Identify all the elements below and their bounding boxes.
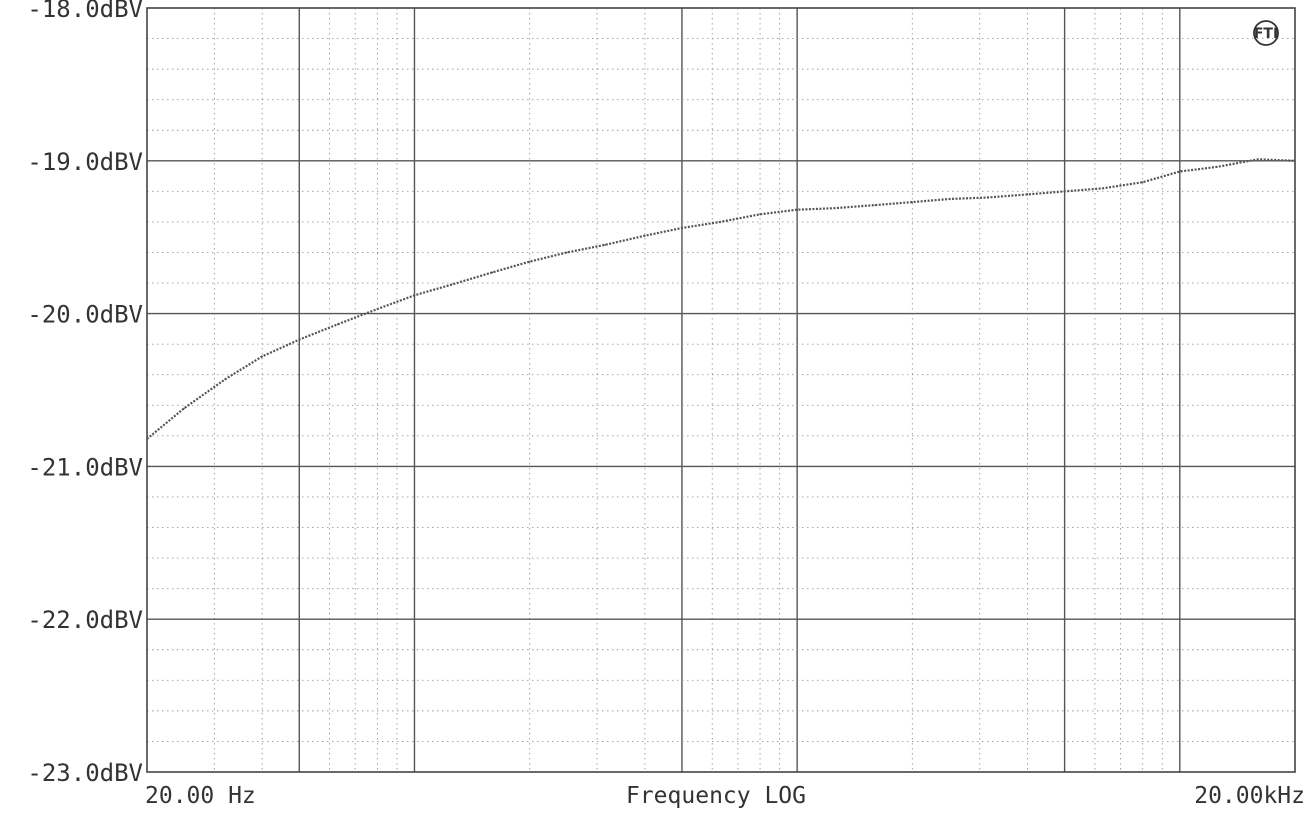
data-point: [146, 438, 148, 440]
plot-area: [147, 8, 1295, 772]
data-point: [528, 260, 531, 263]
data-point: [1026, 193, 1029, 196]
data-point: [796, 208, 798, 211]
data-point: [1141, 181, 1144, 183]
y-tick-label: -18.0dBV: [27, 0, 143, 23]
data-point: [1102, 187, 1104, 190]
data-point: [644, 234, 646, 237]
grid: [147, 8, 1295, 772]
plot-frame: [146, 7, 1296, 773]
data-point: [413, 294, 416, 297]
brand-logo-icon: FTI: [1253, 20, 1279, 46]
data-point: [719, 221, 722, 223]
data-point: [604, 244, 606, 246]
data-point: [565, 251, 568, 254]
x-tick-label-start: 20.00 Hz: [145, 783, 256, 809]
data-point: [1216, 166, 1218, 168]
data-point: [1063, 190, 1066, 193]
data-point: [491, 271, 494, 274]
series-layer: [146, 158, 1296, 440]
data-point: [376, 308, 379, 310]
y-tick-label: -20.0dBV: [27, 301, 143, 329]
data-point: [911, 201, 914, 203]
data-point: [336, 323, 339, 326]
data-point: [1257, 158, 1259, 161]
data-point: [681, 227, 683, 229]
data-point: [833, 207, 836, 209]
x-axis-label: Frequency LOG: [626, 783, 806, 809]
y-tick-label: -23.0dBV: [27, 759, 143, 787]
data-point: [1179, 170, 1181, 173]
data-point: [261, 355, 263, 358]
y-tick-label: -19.0dBV: [27, 148, 143, 176]
x-tick-label-end: 20.00kHz: [1194, 783, 1305, 809]
brand-logo-text: FTI: [1254, 26, 1278, 42]
data-point: [987, 196, 989, 199]
y-tick-labels: -18.0dBV -19.0dBV -20.0dBV -21.0dBV -22.0dBV…: [27, 0, 143, 787]
data-point: [224, 378, 226, 381]
data-point: [948, 198, 951, 200]
data-point: [759, 213, 761, 216]
y-tick-label: -22.0dBV: [27, 606, 143, 634]
data-point: [450, 283, 453, 286]
data-point: [298, 338, 301, 341]
data-point: [874, 204, 877, 206]
data-point: [1294, 160, 1296, 162]
y-tick-label: -21.0dBV: [27, 453, 143, 481]
data-point: [183, 407, 185, 410]
